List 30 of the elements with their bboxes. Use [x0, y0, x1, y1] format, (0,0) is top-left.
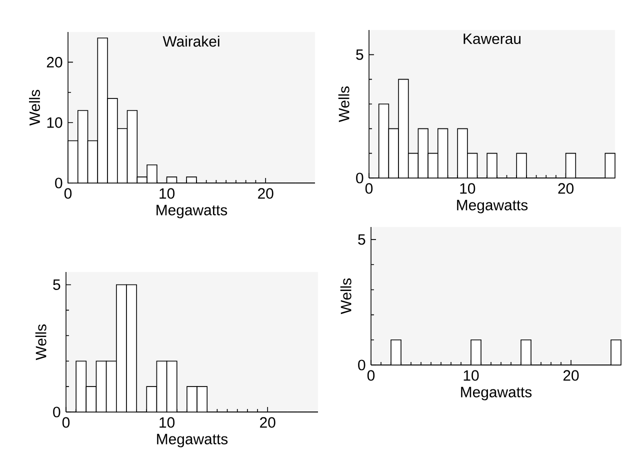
x-tick-label: 0 [62, 417, 70, 428]
x-axis-title: Megawatts [461, 386, 532, 400]
x-tick-label: 20 [258, 188, 274, 199]
y-axis-title: Wells [340, 278, 352, 314]
x-tick-label: 20 [260, 417, 276, 428]
y-tick-label: 10 [47, 117, 62, 128]
x-tick-label: 0 [64, 188, 72, 199]
x-tick-label: 0 [367, 370, 375, 381]
y-axis-title: Wells [35, 324, 46, 360]
x-tick-label: 10 [460, 183, 476, 194]
x-tick-label: 10 [464, 370, 479, 381]
x-axis-title: Megawatts [157, 434, 228, 448]
y-tick-label: 5 [358, 234, 366, 245]
x-tick-label: 20 [563, 370, 579, 381]
chart-title: Kawerau [464, 34, 520, 44]
y-tick-label: 0 [358, 360, 366, 370]
x-tick-label: 0 [365, 183, 373, 194]
chart-title: Wairakei [162, 36, 220, 47]
y-tick-label: 5 [356, 49, 364, 60]
x-tick-label: 20 [558, 183, 574, 194]
x-tick-label: 10 [160, 188, 175, 199]
x-tick-label: 10 [160, 417, 175, 428]
y-axis-title: Wells [29, 90, 40, 126]
y-tick-label: 20 [46, 56, 62, 68]
y-tick-label: 0 [53, 406, 60, 418]
x-axis-title: Megawatts [457, 200, 528, 214]
x-axis-title: Megawatts [156, 204, 228, 218]
y-tick-label: 0 [356, 172, 364, 184]
y-tick-label: 5 [53, 280, 60, 290]
y-axis-title: Wells [338, 86, 350, 122]
